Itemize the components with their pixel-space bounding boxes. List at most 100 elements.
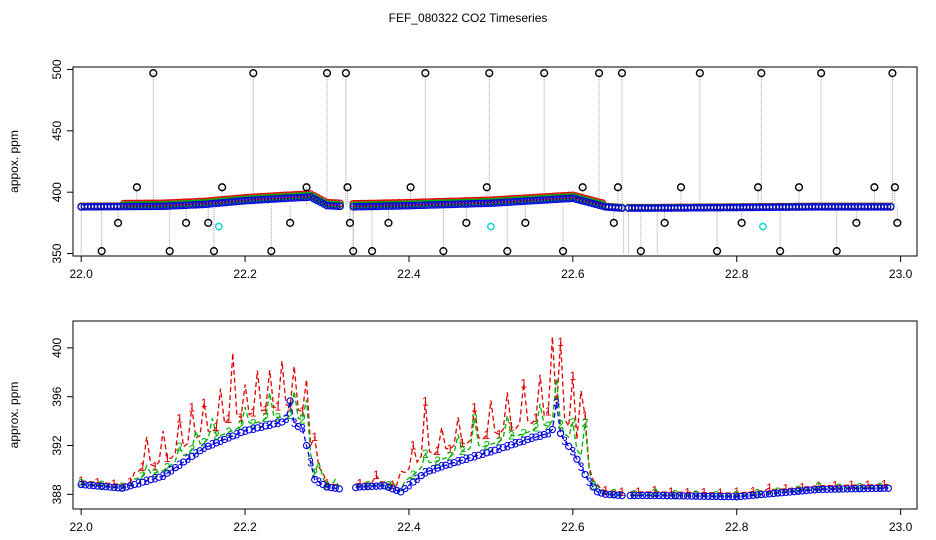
top-x-tick-label: 22.2 bbox=[233, 267, 257, 281]
series3-point bbox=[352, 483, 360, 492]
series3-point bbox=[220, 435, 229, 444]
series3-point bbox=[708, 492, 716, 501]
series3-point bbox=[540, 430, 548, 439]
series2-marker: 2 bbox=[262, 411, 269, 425]
series3-point bbox=[102, 483, 110, 491]
outlier-point bbox=[617, 69, 627, 78]
series3-point bbox=[311, 476, 319, 484]
outlier-point bbox=[737, 218, 746, 227]
series3-point bbox=[733, 493, 741, 501]
series3-marker: 3 bbox=[553, 396, 560, 410]
series3-point bbox=[864, 484, 872, 493]
series1-marker: 1 bbox=[111, 477, 118, 491]
series1-marker: 1 bbox=[570, 369, 577, 383]
series3-point bbox=[675, 492, 684, 500]
series1-marker: 1 bbox=[447, 442, 454, 456]
series3-point bbox=[114, 484, 122, 492]
series3-marker: 3 bbox=[406, 478, 413, 492]
series1-marker: 1 bbox=[799, 480, 806, 494]
series3-point bbox=[679, 492, 688, 500]
series3-marker: 3 bbox=[479, 447, 486, 461]
series3-point bbox=[786, 488, 794, 496]
outlier-point bbox=[832, 246, 841, 256]
series1-marker: 1 bbox=[139, 460, 146, 474]
bottom-plot-frame bbox=[72, 320, 918, 510]
top-panel: 22.0 22.2 22.4 22.6 22.8 23.0 350 400 450 500 appo… bbox=[7, 59, 918, 281]
series3-marker: 3 bbox=[414, 472, 421, 486]
series1-marker: 1 bbox=[225, 412, 232, 426]
series3-point bbox=[728, 493, 737, 501]
series3-marker: 3 bbox=[160, 469, 167, 483]
outlier-point bbox=[757, 69, 766, 78]
series3-point bbox=[433, 464, 442, 472]
series2-marker: 2 bbox=[672, 488, 679, 502]
series3-point bbox=[212, 439, 221, 447]
outlier-point bbox=[695, 69, 704, 78]
outlier-point bbox=[302, 183, 311, 192]
series3-point bbox=[659, 492, 667, 500]
series3-point bbox=[647, 491, 655, 500]
series1-marker: 1 bbox=[508, 420, 515, 434]
series3-point bbox=[671, 492, 679, 500]
series1-marker: 1 bbox=[262, 403, 269, 417]
outlier-point bbox=[341, 69, 350, 78]
series2-marker: 2 bbox=[496, 435, 503, 449]
series1-marker: 1 bbox=[152, 459, 159, 473]
series3-marker: 3 bbox=[438, 460, 445, 474]
top-x-tick-label: 22.4 bbox=[397, 267, 421, 281]
series3-point bbox=[757, 490, 765, 499]
series3-point bbox=[712, 492, 720, 501]
series2-marker: 2 bbox=[164, 461, 171, 475]
series3-marker: 3 bbox=[520, 434, 527, 448]
series2-marker: 2 bbox=[365, 478, 372, 492]
series1-marker: 1 bbox=[188, 401, 195, 415]
series3-point bbox=[642, 491, 651, 500]
series3-point bbox=[765, 490, 774, 498]
series1-marker: 1 bbox=[164, 451, 171, 465]
series1-marker: 1 bbox=[750, 485, 757, 499]
series3-point bbox=[651, 491, 659, 500]
series3-marker: 3 bbox=[430, 463, 437, 477]
series2-marker: 2 bbox=[533, 420, 540, 434]
series3-point bbox=[753, 491, 761, 499]
series3-marker: 3 bbox=[447, 457, 454, 471]
series3-marker: 3 bbox=[512, 437, 519, 451]
series3-marker: 3 bbox=[275, 416, 282, 430]
series3-point bbox=[327, 483, 335, 492]
outlier-point bbox=[322, 69, 332, 78]
series3-marker: 3 bbox=[561, 434, 568, 448]
series1-marker: 1 bbox=[459, 436, 466, 450]
series1-marker: 1 bbox=[533, 411, 540, 425]
series2-marker: 2 bbox=[471, 412, 478, 426]
series3-point bbox=[384, 483, 393, 491]
series3-point bbox=[700, 492, 708, 500]
outlier-point bbox=[367, 246, 377, 256]
series2-marker: 2 bbox=[459, 444, 466, 458]
top-x-tick-label: 22.6 bbox=[561, 267, 585, 281]
series1-marker: 1 bbox=[582, 409, 589, 423]
series2-marker: 2 bbox=[422, 447, 429, 461]
series1-line bbox=[81, 336, 889, 494]
series1-marker: 1 bbox=[275, 399, 282, 413]
series3-point bbox=[388, 485, 397, 493]
series3-point bbox=[155, 473, 163, 481]
outlier-point bbox=[893, 218, 902, 227]
series2-marker: 2 bbox=[213, 428, 220, 442]
outlier-point bbox=[636, 246, 645, 256]
series2-marker: 2 bbox=[324, 479, 331, 493]
series3-marker: 3 bbox=[529, 431, 536, 445]
series3-point bbox=[110, 483, 118, 492]
series3-point bbox=[89, 482, 98, 490]
series1-marker: 1 bbox=[520, 377, 527, 391]
series3-point bbox=[139, 478, 147, 486]
series3-point bbox=[774, 489, 782, 497]
series3-point bbox=[442, 461, 450, 469]
top-y-tick-label: 350 bbox=[50, 243, 64, 263]
series1-marker: 1 bbox=[94, 475, 101, 489]
series1-marker: 1 bbox=[635, 485, 642, 499]
series3-point bbox=[655, 491, 663, 500]
series3-marker: 3 bbox=[209, 438, 216, 452]
series3-marker: 3 bbox=[471, 450, 478, 464]
series3-point bbox=[278, 418, 286, 426]
series2-marker: 2 bbox=[385, 479, 392, 493]
